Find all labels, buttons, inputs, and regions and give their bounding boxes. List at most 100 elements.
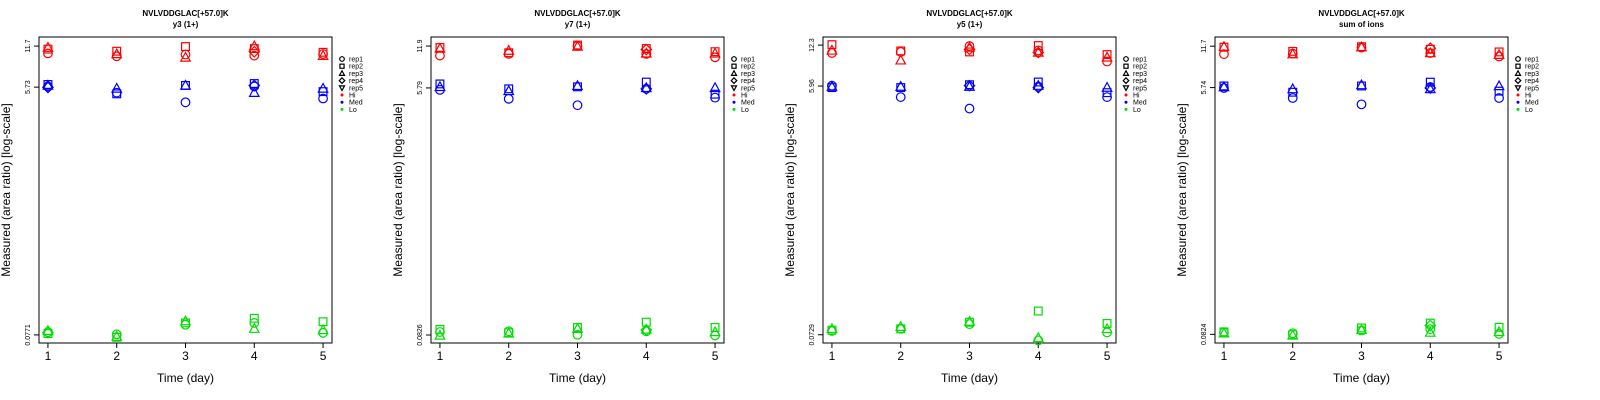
chart-panel-1: NVLVDDGLAC[+57.0]K y3 (1+) 1 2 3 4 5 Time (day)…: [0, 9, 363, 385]
chart-panel-3: NVLVDDGLAC[+57.0]K y5 (1+) 1 2 3 4 5 Time (day)…: [783, 9, 1147, 385]
x-tick-label: 3: [966, 349, 973, 363]
data-point-hi-triangle: [826, 44, 838, 55]
legend-symbol-triangle-down: [730, 85, 738, 92]
data-point-lo-circle: [1425, 324, 1436, 335]
data-point-hi-triangle: [1493, 48, 1505, 59]
x-tick-label: 4: [1427, 349, 1434, 363]
data-point-hi-circle: [249, 50, 260, 61]
data-point-med-diamond: [963, 79, 976, 92]
y-tick-label: 5.73: [25, 80, 32, 94]
x-axis-label: Time (day): [1333, 371, 1390, 385]
legend-dot-lo: [340, 107, 344, 111]
chart-panel-4: NVLVDDGLAC[+57.0]K sum of ions 1 2 3 4 5 Time (…: [1175, 9, 1539, 385]
legend-label-rep1: rep1: [349, 57, 363, 64]
legend-dot-lo: [1124, 107, 1128, 111]
data-point-lo-square: [965, 317, 974, 327]
x-tick-label: 5: [1104, 349, 1111, 363]
legend-label-rep2: rep2: [1525, 64, 1539, 71]
data-point-hi-triangle: [502, 44, 515, 55]
data-point-hi-triangle: [42, 41, 54, 52]
data-point-hi-diamond: [963, 43, 976, 56]
data-point-hi-triangle: [1032, 46, 1045, 57]
data-point-med-diamond: [1032, 81, 1045, 94]
y-tick-label: 0.0824: [1201, 324, 1208, 346]
data-point-lo-triangle: [1218, 327, 1230, 338]
data-point-med-circle: [1287, 93, 1298, 103]
data-point-med-circle: [1356, 99, 1367, 110]
y-tick-label: 0.0771: [25, 324, 32, 346]
x-tick-label: 4: [1035, 349, 1042, 363]
legend-label-rep5: rep5: [349, 85, 363, 92]
legend-dot-lo: [1516, 107, 1520, 111]
data-point-hi-diamond: [1424, 42, 1437, 55]
data-point-lo-diamond: [1424, 319, 1437, 332]
data-point-hi-square: [1033, 41, 1043, 51]
legend-dot-med: [732, 100, 736, 104]
chart-subtitle: y5 (1+): [957, 20, 983, 29]
data-point-hi-square: [112, 46, 122, 56]
legend-label-rep2: rep2: [349, 64, 363, 71]
data-point-lo-circle: [895, 323, 906, 334]
x-tick-label: 5: [1496, 349, 1503, 363]
x-tick-label: 4: [643, 349, 650, 363]
data-point-hi-square: [1102, 50, 1112, 60]
legend-label-med: Med: [1133, 100, 1147, 107]
y-tick-label: 12.3: [809, 38, 816, 52]
x-axis-label: Time (day): [157, 371, 214, 385]
legend-symbol-triangle: [730, 69, 738, 76]
data-point-lo-triangle: [110, 330, 123, 341]
data-point-hi-square: [965, 47, 974, 57]
legend-dot-hi: [732, 93, 736, 97]
data-point-hi-square: [1494, 47, 1504, 57]
legend-label-rep3: rep3: [1525, 71, 1539, 78]
data-point-hi-square: [827, 40, 837, 50]
legend-dot-med: [1124, 100, 1128, 104]
data-point-hi-square: [1288, 46, 1298, 56]
data-point-med-circle: [503, 93, 514, 104]
legend-label-rep3: rep3: [349, 71, 363, 78]
data-point-lo-triangle: [1032, 331, 1045, 343]
data-point-hi-triangle: [317, 49, 329, 60]
data-point-med-diamond: [640, 82, 653, 95]
chart-title: NVLVDDGLAC[+57.0]K: [534, 9, 621, 18]
data-point-hi-square: [1219, 42, 1229, 52]
legend-dot-med: [340, 100, 344, 104]
chart-subtitle: y3 (1+): [173, 20, 199, 29]
x-tick-label: 2: [897, 349, 904, 363]
data-point-lo-square: [710, 323, 720, 332]
legend-dot-hi: [1516, 93, 1520, 97]
legend-label-lo: Lo: [741, 107, 749, 114]
legend-symbol-triangle: [338, 69, 346, 76]
legend-label-hi: Hi: [349, 93, 356, 100]
legend-symbol-square: [731, 63, 737, 69]
x-axis-label: Time (day): [549, 371, 606, 385]
data-point-med-circle: [895, 92, 906, 102]
data-point-med-triangle: [709, 81, 721, 93]
legend-symbol-circle: [1515, 56, 1521, 62]
data-point-med-triangle: [1101, 81, 1113, 92]
data-point-lo-triangle: [963, 315, 976, 326]
legend-label-rep3: rep3: [1133, 71, 1147, 78]
legend-symbol-triangle-down: [1514, 85, 1522, 92]
legend-symbol-triangle: [1514, 69, 1522, 76]
chart-title: NVLVDDGLAC[+57.0]K: [926, 9, 1013, 18]
chart-title: NVLVDDGLAC[+57.0]K: [142, 9, 229, 18]
x-tick-label: 2: [1289, 349, 1296, 363]
data-point-med-triangle: [1286, 82, 1299, 94]
data-point-hi-triangle: [571, 40, 584, 51]
data-point-hi-triangle: [434, 42, 446, 53]
x-axis-label: Time (day): [941, 371, 998, 385]
legend-dot-lo: [732, 107, 736, 111]
legend-symbol-circle: [1123, 56, 1129, 62]
x-tick-label: 2: [505, 349, 512, 363]
legend-label-rep1: rep1: [1525, 57, 1539, 64]
data-point-med-triangle: [248, 86, 261, 97]
x-tick-label: 1: [1221, 349, 1228, 363]
data-point-med-triangle: [894, 80, 907, 91]
y-axis-label: Measured (area ratio) [log-scale]: [783, 103, 797, 276]
data-point-med-square: [1494, 86, 1504, 96]
legend-symbol-triangle: [1122, 69, 1130, 76]
y-axis-label: Measured (area ratio) [log-scale]: [391, 103, 405, 276]
legend-dot-med: [1516, 100, 1520, 104]
